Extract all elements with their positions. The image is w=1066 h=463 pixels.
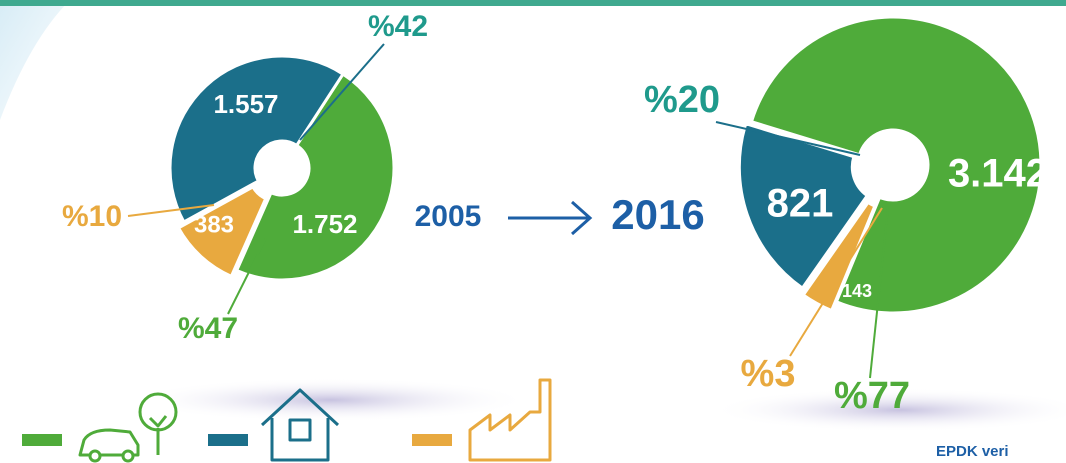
value-label: 1.752 [292, 209, 357, 239]
value-label: 143 [842, 281, 872, 301]
arrow [508, 200, 593, 236]
percent-label: %42 [368, 10, 428, 43]
legend-icons [22, 378, 552, 463]
value-label: 821 [767, 182, 834, 226]
leader-line [789, 207, 883, 357]
pie-slice [749, 15, 1043, 315]
shadow [710, 388, 1066, 432]
leader-line [299, 43, 385, 141]
value-label: 383 [194, 211, 234, 238]
pie-slice [737, 121, 870, 291]
swoosh [0, 0, 70, 120]
percent-label: %10 [62, 200, 122, 233]
pie-slice [168, 54, 346, 225]
shadow [130, 378, 530, 422]
pie-slice [234, 71, 396, 282]
percent-label: %20 [644, 79, 720, 121]
year-label: 2016 [611, 191, 704, 238]
value-label: 3.142 [948, 152, 1048, 196]
source: EPDK veri [936, 443, 1009, 460]
leader-line [127, 204, 215, 217]
top-border [0, 0, 1066, 6]
pie-slice [176, 184, 268, 279]
year-label: 2005 [415, 200, 482, 233]
leader-line [227, 237, 267, 315]
percent-label: %77 [834, 375, 910, 417]
value-label: 1.557 [213, 89, 278, 119]
leader-line [715, 121, 861, 156]
percent-label: %3 [741, 353, 796, 395]
leader-line [869, 207, 889, 379]
percent-label: %47 [178, 312, 238, 345]
